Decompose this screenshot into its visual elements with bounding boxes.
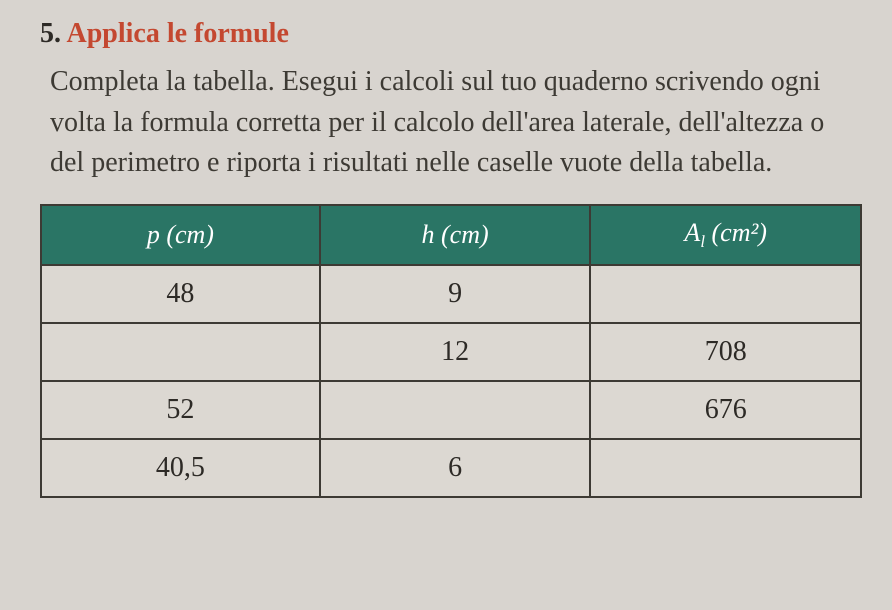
table-row: 48 9 — [41, 265, 861, 323]
instruction-text: Completa la tabella. Esegui i calcoli su… — [40, 62, 862, 184]
cell-p: 52 — [41, 381, 320, 439]
table-row: 40,5 6 — [41, 439, 861, 497]
cell-h — [320, 381, 591, 439]
cell-a: 708 — [590, 323, 861, 381]
table-row: 52 676 — [41, 381, 861, 439]
exercise-header: 5. Applica le formule — [40, 18, 862, 50]
cell-p: 40,5 — [41, 439, 320, 497]
column-header-h: h (cm) — [320, 205, 591, 265]
exercise-number: 5. — [40, 18, 61, 49]
cell-a — [590, 265, 861, 323]
column-header-a: Al (cm²) — [590, 205, 861, 265]
exercise-title: Applica le formule — [66, 18, 288, 49]
cell-h: 9 — [320, 265, 591, 323]
cell-p — [41, 323, 320, 381]
cell-p: 48 — [41, 265, 320, 323]
cell-a — [590, 439, 861, 497]
column-header-p: p (cm) — [41, 205, 320, 265]
cell-h: 6 — [320, 439, 591, 497]
data-table: p (cm) h (cm) Al (cm²) 48 9 12 708 52 — [40, 204, 862, 498]
cell-h: 12 — [320, 323, 591, 381]
cell-a: 676 — [590, 381, 861, 439]
table-header-row: p (cm) h (cm) Al (cm²) — [41, 205, 861, 265]
table-row: 12 708 — [41, 323, 861, 381]
